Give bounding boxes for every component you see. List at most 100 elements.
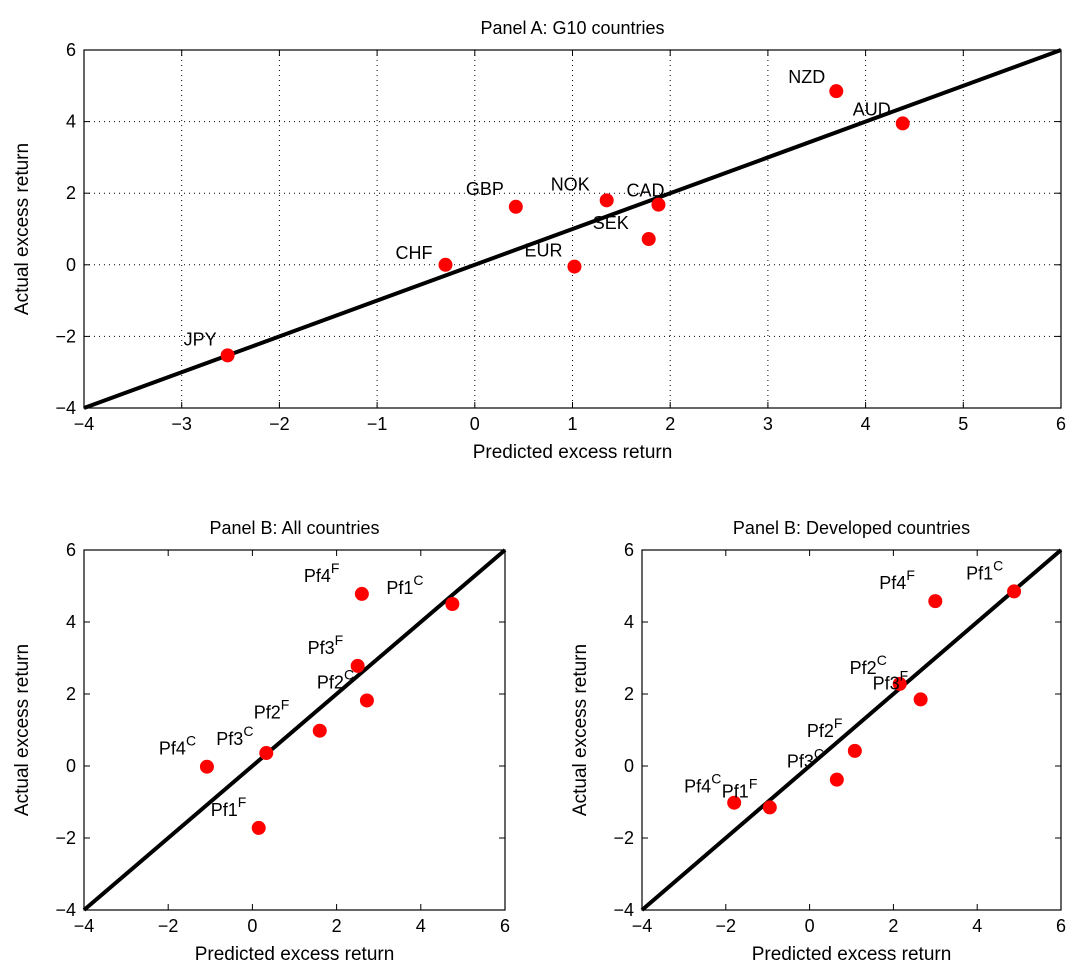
point-label-text: Pf3 [216, 729, 243, 749]
x-tick-label: 4 [861, 414, 871, 434]
point-label-text: Pf1 [722, 781, 749, 801]
point-label: AUD [853, 99, 891, 119]
y-axis-label: Actual excess return [570, 644, 591, 816]
x-tick-label: −4 [632, 916, 653, 936]
point-label: Pf3C [216, 723, 253, 749]
plot-frame [83, 549, 506, 911]
point-label-superscript: C [993, 557, 1003, 573]
point-label: Pf2F [254, 697, 290, 723]
x-tick-label: 5 [958, 414, 968, 434]
data-point [220, 348, 235, 363]
point-label: Pf4C [684, 771, 721, 797]
y-tick-label: 2 [624, 684, 634, 704]
point-label-text: Pf3 [787, 752, 814, 772]
data-point [350, 658, 365, 673]
data-point [651, 197, 666, 212]
y-tick-label: −4 [55, 398, 76, 418]
point-label-text: Pf1 [386, 578, 413, 598]
x-tick-label: 2 [888, 916, 898, 936]
point-label-text: NZD [788, 67, 825, 87]
x-tick-label: −4 [74, 414, 95, 434]
data-point [438, 257, 453, 272]
data-point [829, 84, 844, 99]
point-label-superscript: C [344, 666, 354, 682]
data-point [1007, 584, 1022, 599]
point-label: Pf3F [308, 632, 344, 658]
data-point [928, 594, 943, 609]
point-label-text: Pf4 [879, 573, 906, 593]
y-tick-label: 6 [66, 40, 76, 60]
x-tick-label: 4 [972, 916, 982, 936]
point-label-text: EUR [524, 241, 562, 261]
y-tick-label: −2 [613, 828, 634, 848]
chart-title: Panel B: All countries [209, 518, 379, 538]
plot-frame [641, 549, 1062, 911]
x-tick-label: −2 [716, 916, 737, 936]
point-label-superscript: F [834, 715, 843, 731]
panel-a-g10-chart: −4 −3 −2 −1 0 1 2 3 4 5 6 −4 −2 0 2 4 6 NZD AUD NOK CAD GBP SE… [12, 18, 1066, 463]
fit-line-45-degree [83, 48, 1062, 410]
point-label-text: Pf2 [850, 658, 877, 678]
data-point [445, 597, 460, 611]
x-tick-label: −2 [158, 916, 179, 936]
data-point [641, 232, 656, 247]
point-label-text: CHF [395, 243, 432, 263]
point-label: NOK [551, 174, 590, 194]
data-point [727, 795, 742, 810]
point-label-text: JPY [184, 329, 217, 349]
point-label-text: Pf2 [254, 703, 281, 723]
y-tick-label: 4 [66, 112, 76, 132]
point-label-superscript: C [186, 733, 196, 749]
x-tick-label: 6 [500, 916, 510, 936]
point-label: JPY [184, 329, 217, 349]
point-label: Pf2F [807, 715, 843, 741]
point-label-text: AUD [853, 99, 891, 119]
data-point [508, 199, 523, 214]
point-label: Pf2C [317, 666, 354, 692]
x-tick-label: 0 [805, 916, 815, 936]
point-label-text: Pf2 [807, 721, 834, 741]
x-tick-label: −1 [367, 414, 388, 434]
y-tick-label: 6 [624, 540, 634, 560]
panel-b-developed-countries-chart: −4 −2 0 2 4 6−4−20246Pf1CPf4FPf2CPf3FPf2FPf3C… [570, 518, 1066, 965]
point-label-text: Pf1 [211, 800, 238, 820]
point-label: CHF [395, 243, 432, 263]
point-label: NZD [788, 67, 825, 87]
point-label: Pf1F [211, 794, 247, 820]
y-tick-label: −4 [55, 900, 76, 920]
y-tick-label: −2 [55, 326, 76, 346]
y-tick-label: 2 [66, 684, 76, 704]
point-label-text: Pf4 [684, 777, 711, 797]
x-axis-label: Predicted excess return [195, 944, 395, 965]
x-axis-label: Predicted excess return [752, 944, 952, 965]
point-label-text: NOK [551, 174, 590, 194]
data-point [599, 193, 614, 208]
data-point [847, 743, 862, 758]
x-tick-label: 6 [1056, 916, 1066, 936]
y-tick-label: 4 [624, 612, 634, 632]
y-tick-label: 0 [624, 756, 634, 776]
point-label-superscript: C [877, 652, 887, 668]
point-label: SEK [593, 213, 629, 233]
point-label-text: Pf2 [317, 672, 344, 692]
data-point [259, 746, 274, 761]
data-point [913, 692, 928, 707]
x-tick-label: −4 [74, 916, 95, 936]
point-label: Pf3C [787, 746, 824, 772]
point-label-superscript: C [814, 746, 824, 762]
data-point [251, 820, 266, 835]
point-label: Pf4F [879, 567, 915, 593]
point-label-superscript: C [243, 723, 253, 739]
x-tick-label: 2 [665, 414, 675, 434]
point-label: Pf1C [966, 557, 1003, 583]
y-tick-label: 4 [66, 612, 76, 632]
panel-b-all-countries-chart: −4 −2 0 2 4 6−4−20246Pf4FPf1CPf3FPf2CPf2FPf3C… [12, 518, 510, 965]
x-tick-label: 3 [763, 414, 773, 434]
data-point [892, 676, 907, 691]
point-label: Pf3F [873, 667, 909, 693]
point-label-text: Pf4 [304, 566, 331, 586]
fit-line-45-degree [82, 548, 507, 912]
data-point [359, 693, 374, 708]
y-tick-label: −4 [613, 900, 634, 920]
point-label-superscript: F [331, 560, 340, 576]
